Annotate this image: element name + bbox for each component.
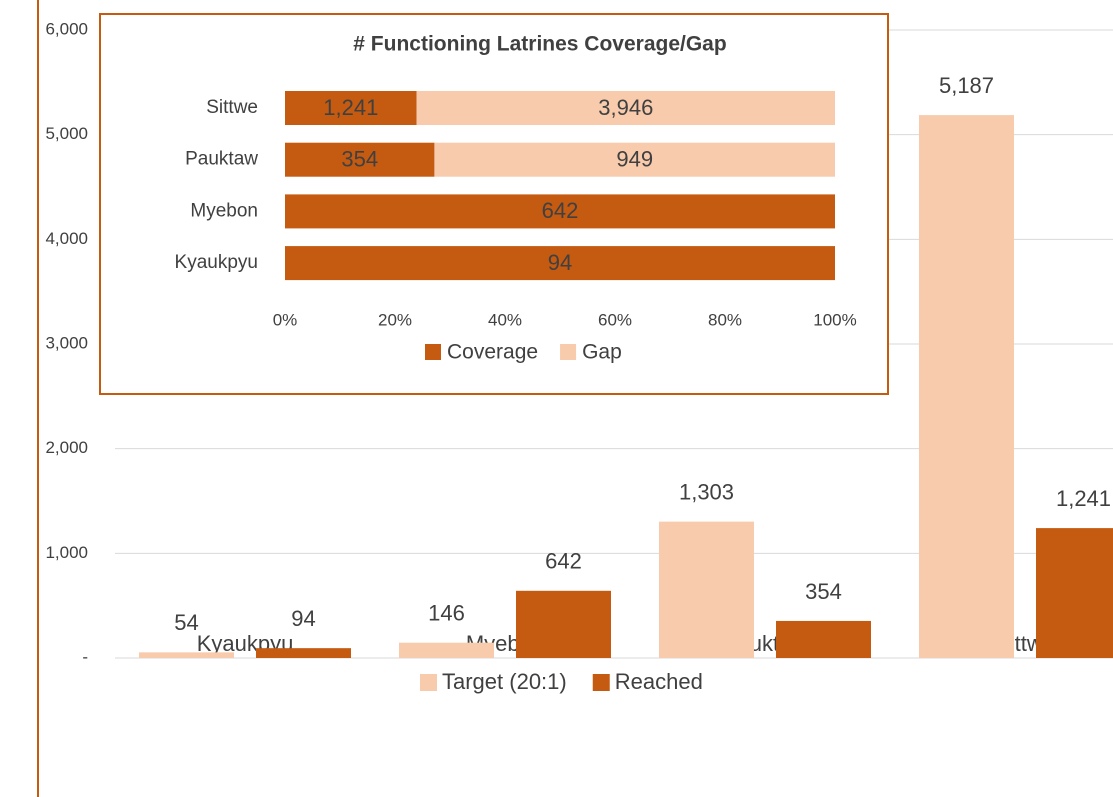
legend-label: Coverage [447, 341, 538, 364]
bar-segment [285, 246, 835, 281]
y-tick-label: Sittwe [206, 97, 258, 118]
y-tick-label: 5,000 [45, 124, 88, 143]
x-tick-label: 80% [708, 310, 742, 329]
legend-label: Target (20:1) [442, 669, 567, 694]
value-label: 3,946 [598, 95, 653, 120]
x-tick-label: 100% [813, 310, 856, 329]
y-tick-label: Pauktaw [185, 149, 258, 170]
value-label: 146 [428, 601, 465, 626]
bar [256, 648, 351, 658]
bar-segment [285, 194, 835, 229]
y-tick-label: 1,000 [45, 543, 88, 562]
value-label: 5,187 [939, 73, 994, 98]
bar-segment [434, 142, 835, 177]
bar [776, 620, 871, 658]
value-label: 54 [174, 610, 198, 635]
value-label: 642 [545, 549, 582, 574]
bar [516, 590, 611, 658]
bar [1036, 528, 1113, 658]
y-tick-label: - [82, 647, 88, 666]
legend-swatch [592, 674, 610, 691]
y-tick-label: 4,000 [45, 229, 88, 248]
legend-swatch [425, 344, 441, 360]
bar [139, 652, 234, 658]
y-tick-label: 3,000 [45, 333, 88, 352]
value-label: 642 [542, 198, 579, 223]
bar [919, 115, 1014, 659]
bar [659, 521, 754, 658]
y-tick-label: Myebon [190, 200, 258, 221]
value-label: 354 [805, 579, 842, 604]
y-tick-label: Kyaukpyu [175, 252, 258, 273]
value-label: 1,241 [323, 95, 378, 120]
value-label: 1,303 [679, 479, 734, 504]
value-label: 354 [341, 147, 378, 172]
legend-label: Gap [582, 341, 622, 364]
bar-segment [285, 142, 435, 177]
bar-segment [285, 91, 417, 125]
chart-title: # Functioning Latrines Coverage/Gap [353, 33, 726, 56]
legend-swatch [420, 674, 437, 691]
x-tick-label: 20% [378, 310, 412, 329]
x-tick-label: 40% [488, 310, 522, 329]
x-tick-label: 60% [598, 310, 632, 329]
value-label: 1,241 [1056, 486, 1111, 511]
legend-swatch [560, 344, 577, 360]
legend-label: Reached [615, 669, 703, 694]
y-tick-label: 2,000 [45, 438, 88, 457]
bar [399, 642, 494, 658]
value-label: 949 [616, 147, 653, 172]
value-label: 94 [548, 250, 572, 275]
y-tick-label: 6,000 [45, 19, 88, 38]
value-label: 94 [291, 606, 315, 631]
x-tick-label: 0% [273, 310, 298, 329]
bar-segment [416, 91, 835, 125]
